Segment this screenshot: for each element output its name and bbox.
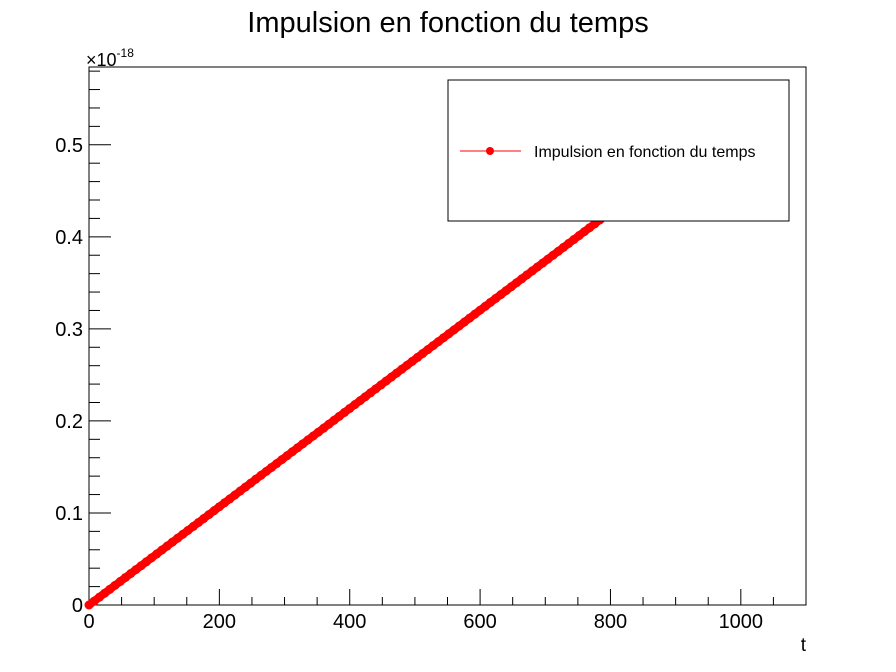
y-axis-multiplier: ×10-18 bbox=[86, 46, 134, 70]
y-axis-multiplier-exponent: -18 bbox=[117, 46, 135, 60]
y-tick-label: 0.3 bbox=[55, 319, 83, 341]
x-tick-label: 200 bbox=[203, 611, 236, 633]
x-tick-label: 600 bbox=[463, 611, 496, 633]
chart-title: Impulsion en fonction du temps bbox=[247, 7, 648, 39]
y-axis-multiplier-base: ×10 bbox=[86, 50, 117, 70]
x-tick-label: 800 bbox=[594, 611, 627, 633]
x-axis-title: t bbox=[801, 635, 807, 656]
y-tick-label: 0.4 bbox=[55, 227, 83, 249]
x-axis-ticks bbox=[88, 589, 807, 605]
y-tick-label: 0.1 bbox=[55, 503, 83, 525]
legend: Impulsion en fonction du temps bbox=[447, 79, 790, 222]
x-tick-label: 400 bbox=[333, 611, 366, 633]
data-series bbox=[84, 207, 615, 610]
y-tick-label: 0.2 bbox=[55, 411, 83, 433]
x-tick-label: 1000 bbox=[719, 611, 764, 633]
y-axis-ticks bbox=[89, 70, 111, 606]
legend-entry-label: Impulsion en fonction du temps bbox=[534, 144, 755, 161]
y-tick-label: 0 bbox=[72, 595, 83, 617]
legend-marker-swatch bbox=[486, 147, 494, 155]
x-axis-tick-labels: 0 200 400 600 800 1000 bbox=[83, 611, 763, 633]
y-tick-label: 0.5 bbox=[55, 135, 83, 157]
y-axis-tick-labels: 0 0.1 0.2 0.3 0.4 0.5 bbox=[55, 135, 83, 617]
x-tick-label: 0 bbox=[83, 611, 94, 633]
